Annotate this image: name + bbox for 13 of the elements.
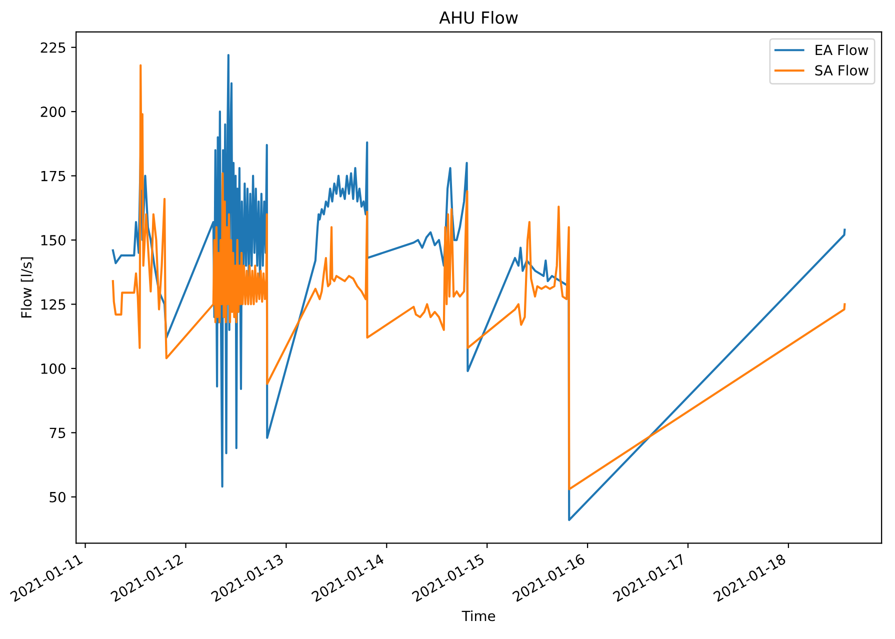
- y-tick-label: 150: [41, 234, 66, 246]
- legend-label: EA Flow: [816, 44, 868, 56]
- y-axis-title: Flow [l/s]: [20, 257, 34, 318]
- y-tick-label: 125: [41, 299, 66, 310]
- chart-title: AHU Flow: [439, 10, 518, 24]
- x-axis-title: Time: [462, 610, 496, 622]
- y-tick-label: 75: [50, 428, 66, 438]
- y-tick-label: 175: [41, 170, 66, 182]
- y-tick-label: 200: [40, 106, 66, 118]
- y-tick-label: 50: [50, 492, 66, 502]
- legend-label: SA Flow: [815, 64, 868, 76]
- y-tick-label: 100: [41, 363, 66, 374]
- y-tick-label: 225: [40, 42, 66, 53]
